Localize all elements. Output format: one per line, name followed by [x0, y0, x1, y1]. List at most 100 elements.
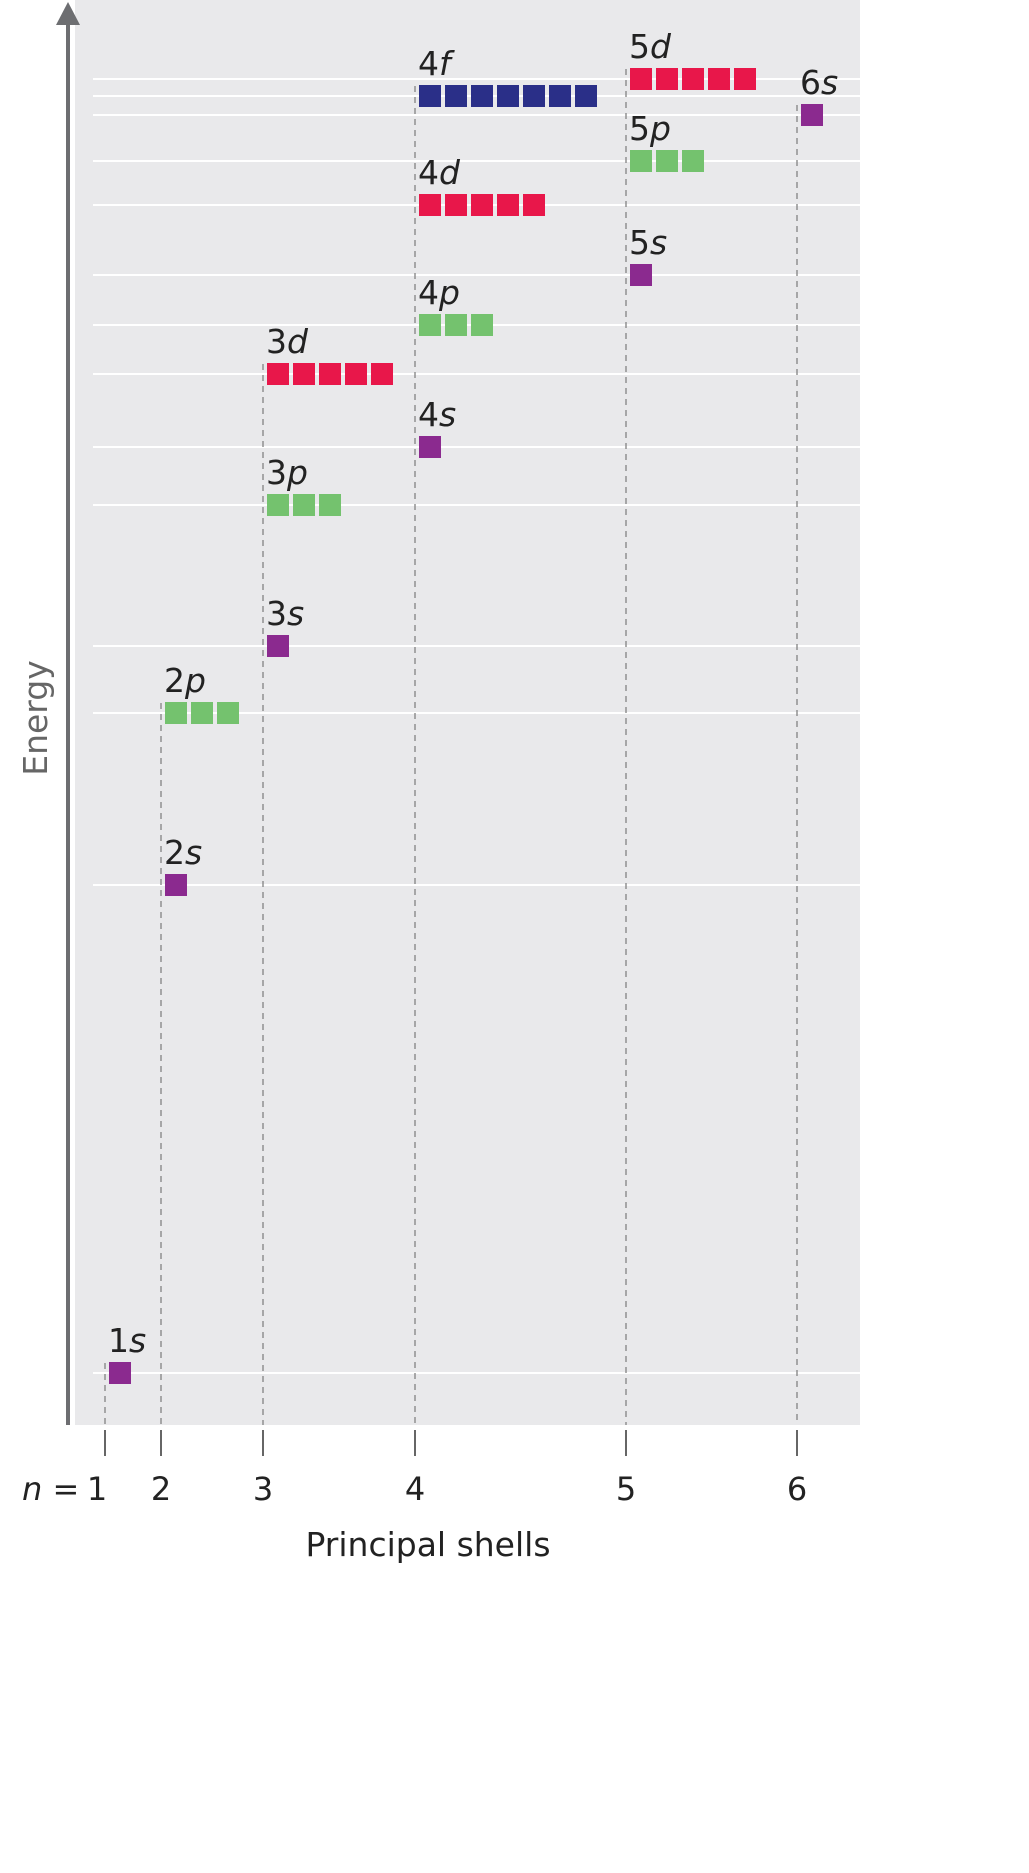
orbital-box-4f — [471, 85, 493, 107]
orbital-box-4p — [471, 314, 493, 336]
orbital-label-sub: p — [438, 273, 460, 312]
orbital-box-5p — [682, 150, 704, 172]
orbital-label-sub: d — [439, 153, 461, 192]
orbital-box-5p — [656, 150, 678, 172]
orbital-box-4d — [497, 194, 519, 216]
orbital-box-5d — [656, 68, 678, 90]
orbital-box-3p — [293, 494, 315, 516]
orbital-label-n: 5 — [629, 109, 650, 148]
energy-gridlines — [93, 78, 860, 1374]
orbital-label-sub: p — [649, 109, 671, 148]
orbital-label-n: 3 — [266, 453, 287, 492]
orbital-box-5d — [708, 68, 730, 90]
orbital-4d: 4d — [418, 153, 545, 216]
orbital-label-n: 3 — [266, 322, 287, 361]
orbital-label-3p: 3p — [266, 453, 308, 492]
principal-shells-label: Principal shells — [305, 1525, 550, 1564]
orbital-3d: 3d — [266, 322, 393, 385]
shell-tick-label-2: 2 — [151, 1470, 171, 1508]
orbital-label-n: 5 — [629, 223, 650, 262]
orbital-5s: 5s — [629, 223, 667, 286]
orbital-5d: 5d — [629, 27, 756, 90]
orbital-box-2p — [191, 702, 213, 724]
orbital-label-n: 4 — [418, 44, 439, 83]
orbital-box-4f — [523, 85, 545, 107]
shell-guide-lines — [104, 69, 798, 1425]
orbital-label-sub: s — [185, 833, 202, 872]
orbital-label-6s: 6s — [800, 63, 838, 102]
orbital-label-n: 4 — [418, 395, 439, 434]
orbital-box-2p — [165, 702, 187, 724]
orbital-4s: 4s — [418, 395, 456, 458]
n-equals-label: n = — [22, 1470, 79, 1508]
orbital-5p: 5p — [629, 109, 704, 172]
orbital-label-2p: 2p — [164, 661, 206, 700]
orbital-box-4d — [523, 194, 545, 216]
orbital-box-3s — [267, 635, 289, 657]
orbital-2s: 2s — [164, 833, 202, 896]
orbital-label-4d: 4d — [418, 153, 461, 192]
orbital-box-4d — [419, 194, 441, 216]
orbital-3s: 3s — [266, 594, 304, 657]
orbital-box-4f — [445, 85, 467, 107]
orbital-label-5d: 5d — [629, 27, 672, 66]
orbital-box-2s — [165, 874, 187, 896]
orbital-box-4f — [419, 85, 441, 107]
orbital-box-3d — [319, 363, 341, 385]
shell-tick-label-1: 1 — [87, 1470, 107, 1508]
orbital-box-3d — [371, 363, 393, 385]
orbital-box-4p — [445, 314, 467, 336]
orbital-label-1s: 1s — [108, 1321, 146, 1360]
equals-sign: = — [42, 1470, 79, 1508]
energy-axis-arrow-icon — [56, 2, 80, 25]
orbital-label-sub: s — [650, 223, 667, 262]
orbital-3p: 3p — [266, 453, 341, 516]
orbital-box-6s — [801, 104, 823, 126]
n-symbol: n — [22, 1470, 42, 1508]
orbital-label-5p: 5p — [629, 109, 671, 148]
orbital-label-n: 4 — [418, 273, 439, 312]
orbital-label-4p: 4p — [418, 273, 460, 312]
orbital-label-n: 6 — [800, 63, 821, 102]
orbital-box-4p — [419, 314, 441, 336]
orbital-label-2s: 2s — [164, 833, 202, 872]
shell-tick-label-5: 5 — [616, 1470, 636, 1508]
orbital-label-4s: 4s — [418, 395, 456, 434]
orbital-label-n: 2 — [164, 833, 185, 872]
orbital-label-sub: s — [129, 1321, 146, 1360]
orbital-label-n: 5 — [629, 27, 650, 66]
orbital-1s: 1s — [108, 1321, 146, 1384]
orbital-label-n: 2 — [164, 661, 185, 700]
orbital-label-5s: 5s — [629, 223, 667, 262]
orbital-label-sub: d — [287, 322, 309, 361]
orbital-label-n: 4 — [418, 153, 439, 192]
orbital-6s: 6s — [800, 63, 838, 126]
orbital-box-5s — [630, 264, 652, 286]
shell-tick-label-4: 4 — [405, 1470, 425, 1508]
orbital-box-3d — [345, 363, 367, 385]
orbital-box-5d — [630, 68, 652, 90]
shell-tick-label-3: 3 — [253, 1470, 273, 1508]
orbital-box-5p — [630, 150, 652, 172]
orbital-label-sub: f — [439, 44, 455, 83]
orbital-2p: 2p — [164, 661, 239, 724]
orbital-box-3p — [267, 494, 289, 516]
orbital-label-sub: s — [287, 594, 304, 633]
orbital-box-2p — [217, 702, 239, 724]
orbital-label-n: 3 — [266, 594, 287, 633]
orbital-box-5d — [682, 68, 704, 90]
orbital-label-sub: p — [184, 661, 206, 700]
orbital-box-4f — [497, 85, 519, 107]
orbital-box-5d — [734, 68, 756, 90]
orbital-box-4d — [471, 194, 493, 216]
shell-tick-label-6: 6 — [787, 1470, 807, 1508]
orbital-label-sub: s — [439, 395, 456, 434]
orbital-label-4f: 4f — [418, 44, 455, 83]
orbital-label-3d: 3d — [266, 322, 309, 361]
orbital-4f: 4f — [418, 44, 597, 107]
orbital-label-sub: s — [821, 63, 838, 102]
orbital-box-4d — [445, 194, 467, 216]
orbital-box-3d — [293, 363, 315, 385]
